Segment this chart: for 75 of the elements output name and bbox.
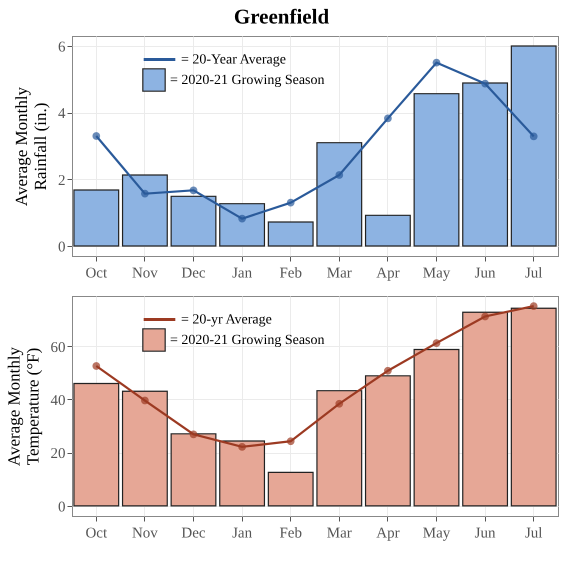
point <box>141 190 149 198</box>
point <box>141 396 149 404</box>
point <box>190 430 198 438</box>
bar <box>316 142 362 247</box>
legend-label: = 20-yr Average <box>181 312 272 328</box>
legend-label: = 2020-21 Growing Season <box>170 333 324 348</box>
x-tick-label: May <box>422 526 451 542</box>
bar <box>170 196 216 247</box>
y-tick-label: 0 <box>58 240 66 256</box>
y-axis-title: Average Monthly Temperature (°F) <box>4 346 42 466</box>
x-tick-label: Apr <box>376 526 400 542</box>
bar <box>414 348 460 506</box>
point <box>238 214 246 223</box>
x-tick-label: Mar <box>326 266 352 282</box>
point <box>432 58 440 67</box>
point <box>530 302 538 310</box>
point <box>432 339 440 347</box>
y-tick-label: 0 <box>58 499 66 516</box>
y-tick-label: 60 <box>50 340 66 356</box>
point <box>481 80 489 88</box>
bar <box>364 375 411 506</box>
x-tick-label: Jan <box>232 526 253 542</box>
x-tick-label: Apr <box>376 266 400 282</box>
point <box>238 442 246 451</box>
x-tick-label: Dec <box>181 526 206 542</box>
point <box>286 198 295 207</box>
legend-label: = 20-Year Average <box>181 52 286 68</box>
bar <box>122 174 168 247</box>
y-tick-label: 40 <box>50 392 66 409</box>
point <box>384 366 392 375</box>
x-tick-label: Jun <box>474 526 496 542</box>
point <box>92 362 100 370</box>
bar <box>219 203 266 247</box>
x-tick-label: Feb <box>279 266 302 282</box>
x-tick-label: Feb <box>279 526 302 542</box>
point <box>190 186 198 194</box>
x-tick-label: Jun <box>474 266 496 282</box>
x-tick-label: Dec <box>181 266 206 282</box>
bar <box>510 308 557 506</box>
bar <box>268 221 314 247</box>
x-tick-label: Oct <box>85 526 108 542</box>
bar <box>122 390 168 506</box>
bar <box>268 472 314 506</box>
bar <box>316 390 362 506</box>
point <box>384 114 392 122</box>
x-tick-label: May <box>422 266 451 282</box>
y-axis-title: Average Monthly Rainfall (in.) <box>12 86 50 206</box>
bar <box>73 382 120 506</box>
point <box>335 171 344 179</box>
bar <box>414 93 460 247</box>
point <box>92 132 100 140</box>
chart-title: Greenfield <box>234 4 330 28</box>
x-tick-label: Nov <box>132 266 158 282</box>
point <box>286 437 295 446</box>
bar <box>73 189 120 247</box>
point <box>530 132 538 140</box>
x-tick-label: Jul <box>524 266 542 282</box>
x-tick-label: Mar <box>326 526 352 542</box>
bar <box>219 440 266 506</box>
bar <box>462 312 508 506</box>
y-tick-label: 2 <box>58 172 66 189</box>
y-tick-label: 6 <box>58 40 66 56</box>
point <box>335 400 344 408</box>
x-tick-label: Oct <box>85 266 108 282</box>
x-tick-label: Jul <box>524 526 542 542</box>
bar <box>364 214 411 247</box>
legend-label: = 2020-21 Growing Season <box>170 73 324 88</box>
y-tick-label: 20 <box>50 446 66 462</box>
x-tick-label: Nov <box>132 526 158 542</box>
bar <box>462 82 508 247</box>
x-tick-label: Jan <box>232 266 253 282</box>
y-tick-label: 4 <box>58 106 66 122</box>
point <box>481 312 489 320</box>
bar <box>510 45 557 247</box>
bar <box>170 433 216 506</box>
